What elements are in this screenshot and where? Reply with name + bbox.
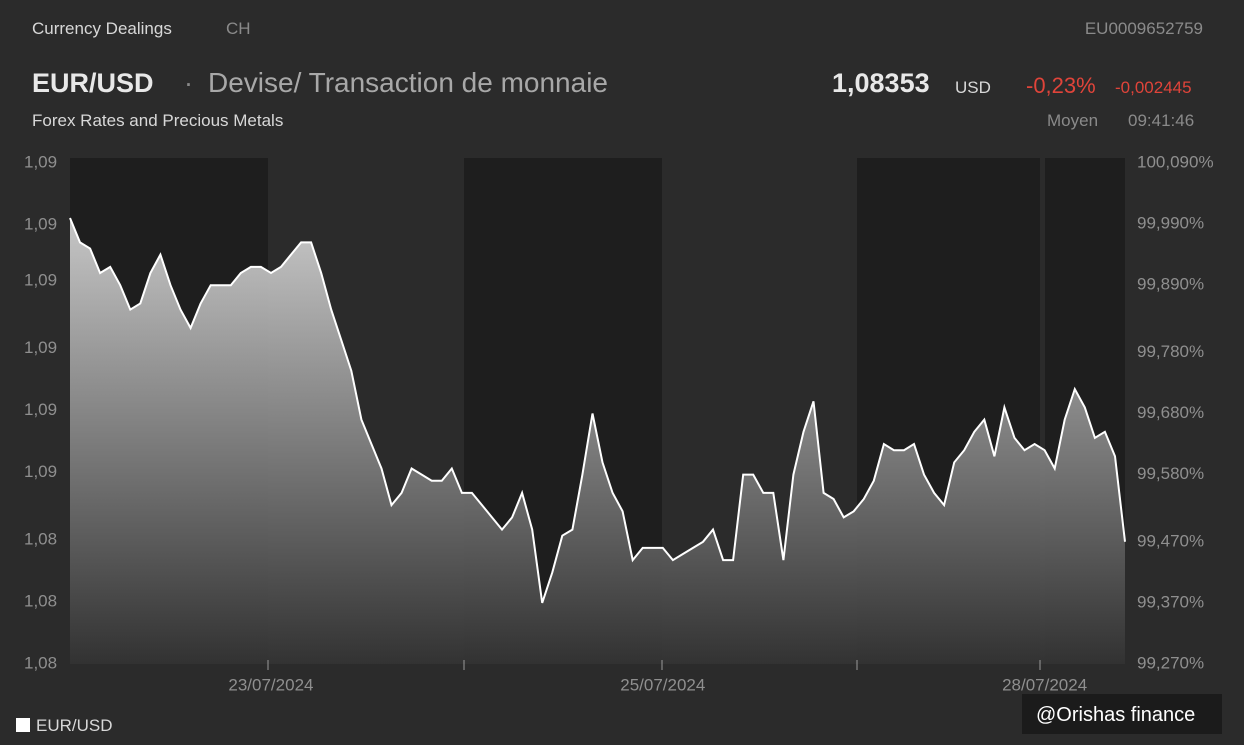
- change-pct: -0,23%: [1026, 73, 1096, 98]
- y-tick-label: 99,370%: [1137, 592, 1204, 611]
- legend-swatch: [16, 718, 30, 732]
- category: Forex Rates and Precious Metals: [32, 111, 283, 130]
- y-tick-label: 99,990%: [1137, 214, 1204, 233]
- plot: [69, 217, 1126, 664]
- y2-tick-label: 1,08: [24, 653, 57, 672]
- price: 1,08353: [832, 68, 930, 98]
- watermark-box: [1022, 694, 1222, 734]
- y-tick-label: 99,470%: [1137, 531, 1204, 550]
- y2-tick-label: 1,08: [24, 592, 57, 611]
- x-tick-label: 25/07/2024: [620, 675, 705, 694]
- change-abs: -0,002445: [1115, 78, 1192, 97]
- isin: EU0009652759: [1085, 19, 1203, 38]
- section: Currency Dealings: [32, 19, 172, 38]
- y2-tick-label: 1,08: [24, 530, 57, 549]
- x-tick-marks: [267, 660, 1041, 670]
- y-tick-label: 99,270%: [1137, 653, 1204, 672]
- line: [69, 217, 1126, 604]
- y-tick-label: 99,680%: [1137, 403, 1204, 422]
- symbol: EUR/USD: [32, 68, 154, 98]
- y2-tick-label: 1,09: [24, 462, 57, 481]
- y-tick-label: 100,090%: [1137, 152, 1214, 171]
- y2-tick-label: 1,09: [24, 338, 57, 357]
- separator: ·: [184, 68, 193, 98]
- price-type: Moyen: [1047, 111, 1098, 130]
- time: 09:41:46: [1128, 111, 1194, 130]
- watermark: @Orishas finance: [1036, 704, 1195, 726]
- x-tick-label: 28/07/2024: [1002, 675, 1087, 694]
- y-tick-label: 99,780%: [1137, 342, 1204, 361]
- legend-label: EUR/USD: [36, 716, 113, 735]
- currency: USD: [955, 78, 991, 97]
- y2-tick-label: 1,09: [24, 214, 57, 233]
- y-tick-label: 99,580%: [1137, 464, 1204, 483]
- country: CH: [226, 19, 251, 38]
- y2-tick-label: 1,09: [24, 152, 57, 171]
- description: Devise/ Transaction de monnaie: [208, 67, 608, 98]
- y2-tick-label: 1,09: [24, 271, 57, 290]
- y2-tick-label: 1,09: [24, 400, 57, 419]
- y-tick-label: 99,890%: [1137, 275, 1204, 294]
- x-tick-label: 23/07/2024: [228, 675, 313, 694]
